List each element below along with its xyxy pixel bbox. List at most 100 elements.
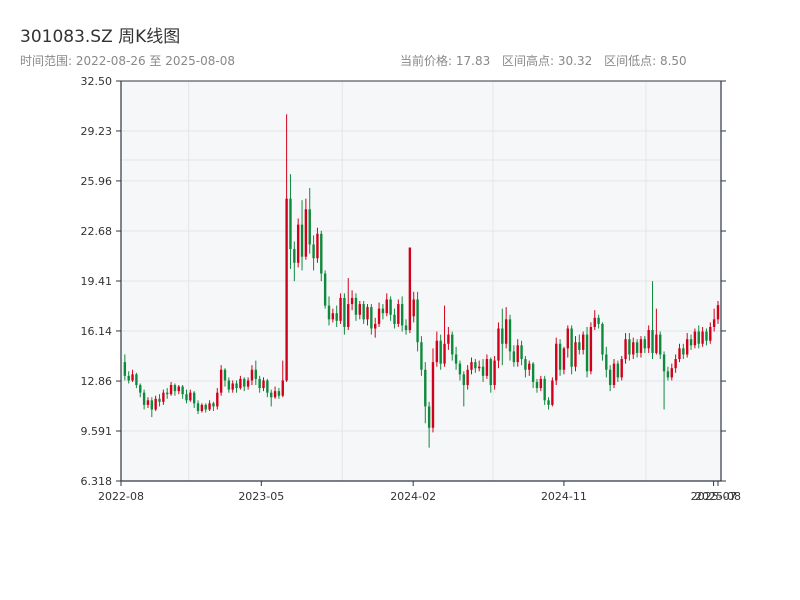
candle-body: [504, 319, 508, 344]
candle-body: [389, 299, 392, 315]
candle-body: [493, 360, 496, 386]
candle-up: [304, 198, 308, 260]
candle-down: [705, 328, 708, 346]
candle-body: [608, 369, 612, 386]
candle-up: [562, 346, 566, 375]
price-stats: 当前价格: 17.83 区间高点: 30.32 区间低点: 8.50: [400, 52, 687, 69]
candle-body: [142, 392, 146, 405]
candle-body: [412, 299, 415, 317]
candle-up: [200, 403, 204, 413]
candle-up: [146, 397, 150, 408]
candle-up: [408, 247, 412, 334]
candle-up: [296, 218, 300, 268]
candle-body: [685, 339, 689, 355]
candle-up: [358, 300, 361, 320]
candle-up: [466, 365, 469, 390]
candle-body: [181, 386, 184, 395]
candle-down: [501, 308, 504, 366]
candle-up: [678, 343, 681, 363]
candle-body: [531, 363, 535, 382]
candle-body: [655, 334, 658, 353]
candle-down: [512, 345, 516, 367]
candle-down: [196, 400, 200, 415]
candle-body: [162, 392, 165, 402]
y-tick-label: 32.50: [81, 75, 113, 88]
candle-body: [347, 304, 350, 327]
candle-up: [528, 360, 531, 376]
candle-up: [385, 293, 388, 317]
candle-down: [381, 304, 385, 320]
candle-up: [397, 299, 400, 327]
candle-body: [366, 307, 369, 320]
candle-up: [285, 114, 288, 382]
candle-body: [258, 378, 261, 389]
candle-body: [481, 366, 485, 376]
candle-body: [524, 359, 527, 370]
candle-body: [497, 328, 500, 361]
candle-body: [666, 371, 670, 378]
candle-up: [497, 322, 500, 369]
candle-up: [485, 354, 489, 379]
candle-down: [300, 200, 304, 271]
candle-up: [239, 375, 242, 390]
candle-body: [189, 392, 192, 401]
candle-body: [447, 334, 450, 344]
candle-body: [427, 406, 431, 428]
candle-up: [504, 307, 508, 349]
candle-body: [716, 305, 720, 320]
candle-up: [624, 333, 627, 364]
candle-down: [127, 371, 130, 384]
candles-group: [123, 114, 720, 448]
range-high-label: 区间高点: 30.32: [502, 54, 593, 68]
candle-down: [227, 377, 231, 393]
candle-body: [416, 299, 419, 343]
candle-body: [350, 297, 354, 305]
candle-body: [300, 224, 304, 257]
candle-body: [528, 363, 531, 370]
candle-body: [393, 314, 396, 324]
candle-up: [574, 336, 577, 372]
candle-body: [266, 380, 269, 393]
candle-down: [531, 362, 535, 389]
candle-up: [470, 357, 473, 375]
candle-body: [370, 307, 373, 329]
candle-body: [470, 362, 473, 370]
candle-up: [493, 355, 496, 390]
candle-body: [581, 334, 585, 350]
axes-group: 32.50 29.23 25.96 22.68 19.41 16.14 12.86 9.591…: [81, 75, 741, 503]
candle-down: [370, 304, 373, 335]
candle-body: [343, 297, 346, 327]
candle-up: [647, 325, 650, 353]
candle-body: [200, 404, 204, 411]
chart-title: 301083.SZ 周K线图: [20, 27, 181, 47]
candle-down: [343, 293, 346, 335]
candle-down: [308, 187, 311, 254]
candle-body: [689, 339, 693, 346]
candle-body: [508, 319, 512, 352]
candle-down: [270, 389, 273, 407]
y-tick-label: 6.318: [81, 475, 113, 488]
candle-body: [443, 343, 446, 364]
candle-down: [520, 340, 523, 366]
candle-body: [123, 362, 127, 376]
candle-body: [562, 348, 566, 370]
candle-body: [150, 400, 154, 410]
candle-up: [412, 291, 415, 323]
candle-up: [250, 365, 254, 386]
candle-body: [246, 380, 250, 387]
candle-down: [150, 397, 154, 418]
candle-down: [570, 325, 573, 375]
candle-down: [597, 314, 600, 329]
candle-up: [331, 308, 335, 323]
candle-body: [616, 363, 620, 378]
candle-body: [678, 348, 681, 360]
candle-body: [320, 233, 323, 274]
candle-body: [558, 343, 562, 370]
y-tick-label: 29.23: [81, 125, 113, 138]
candle-up: [639, 336, 643, 358]
candle-up: [539, 375, 543, 392]
candle-up: [674, 354, 677, 373]
candle-up: [177, 385, 180, 395]
candle-body: [566, 328, 569, 349]
candle-down: [474, 359, 477, 373]
